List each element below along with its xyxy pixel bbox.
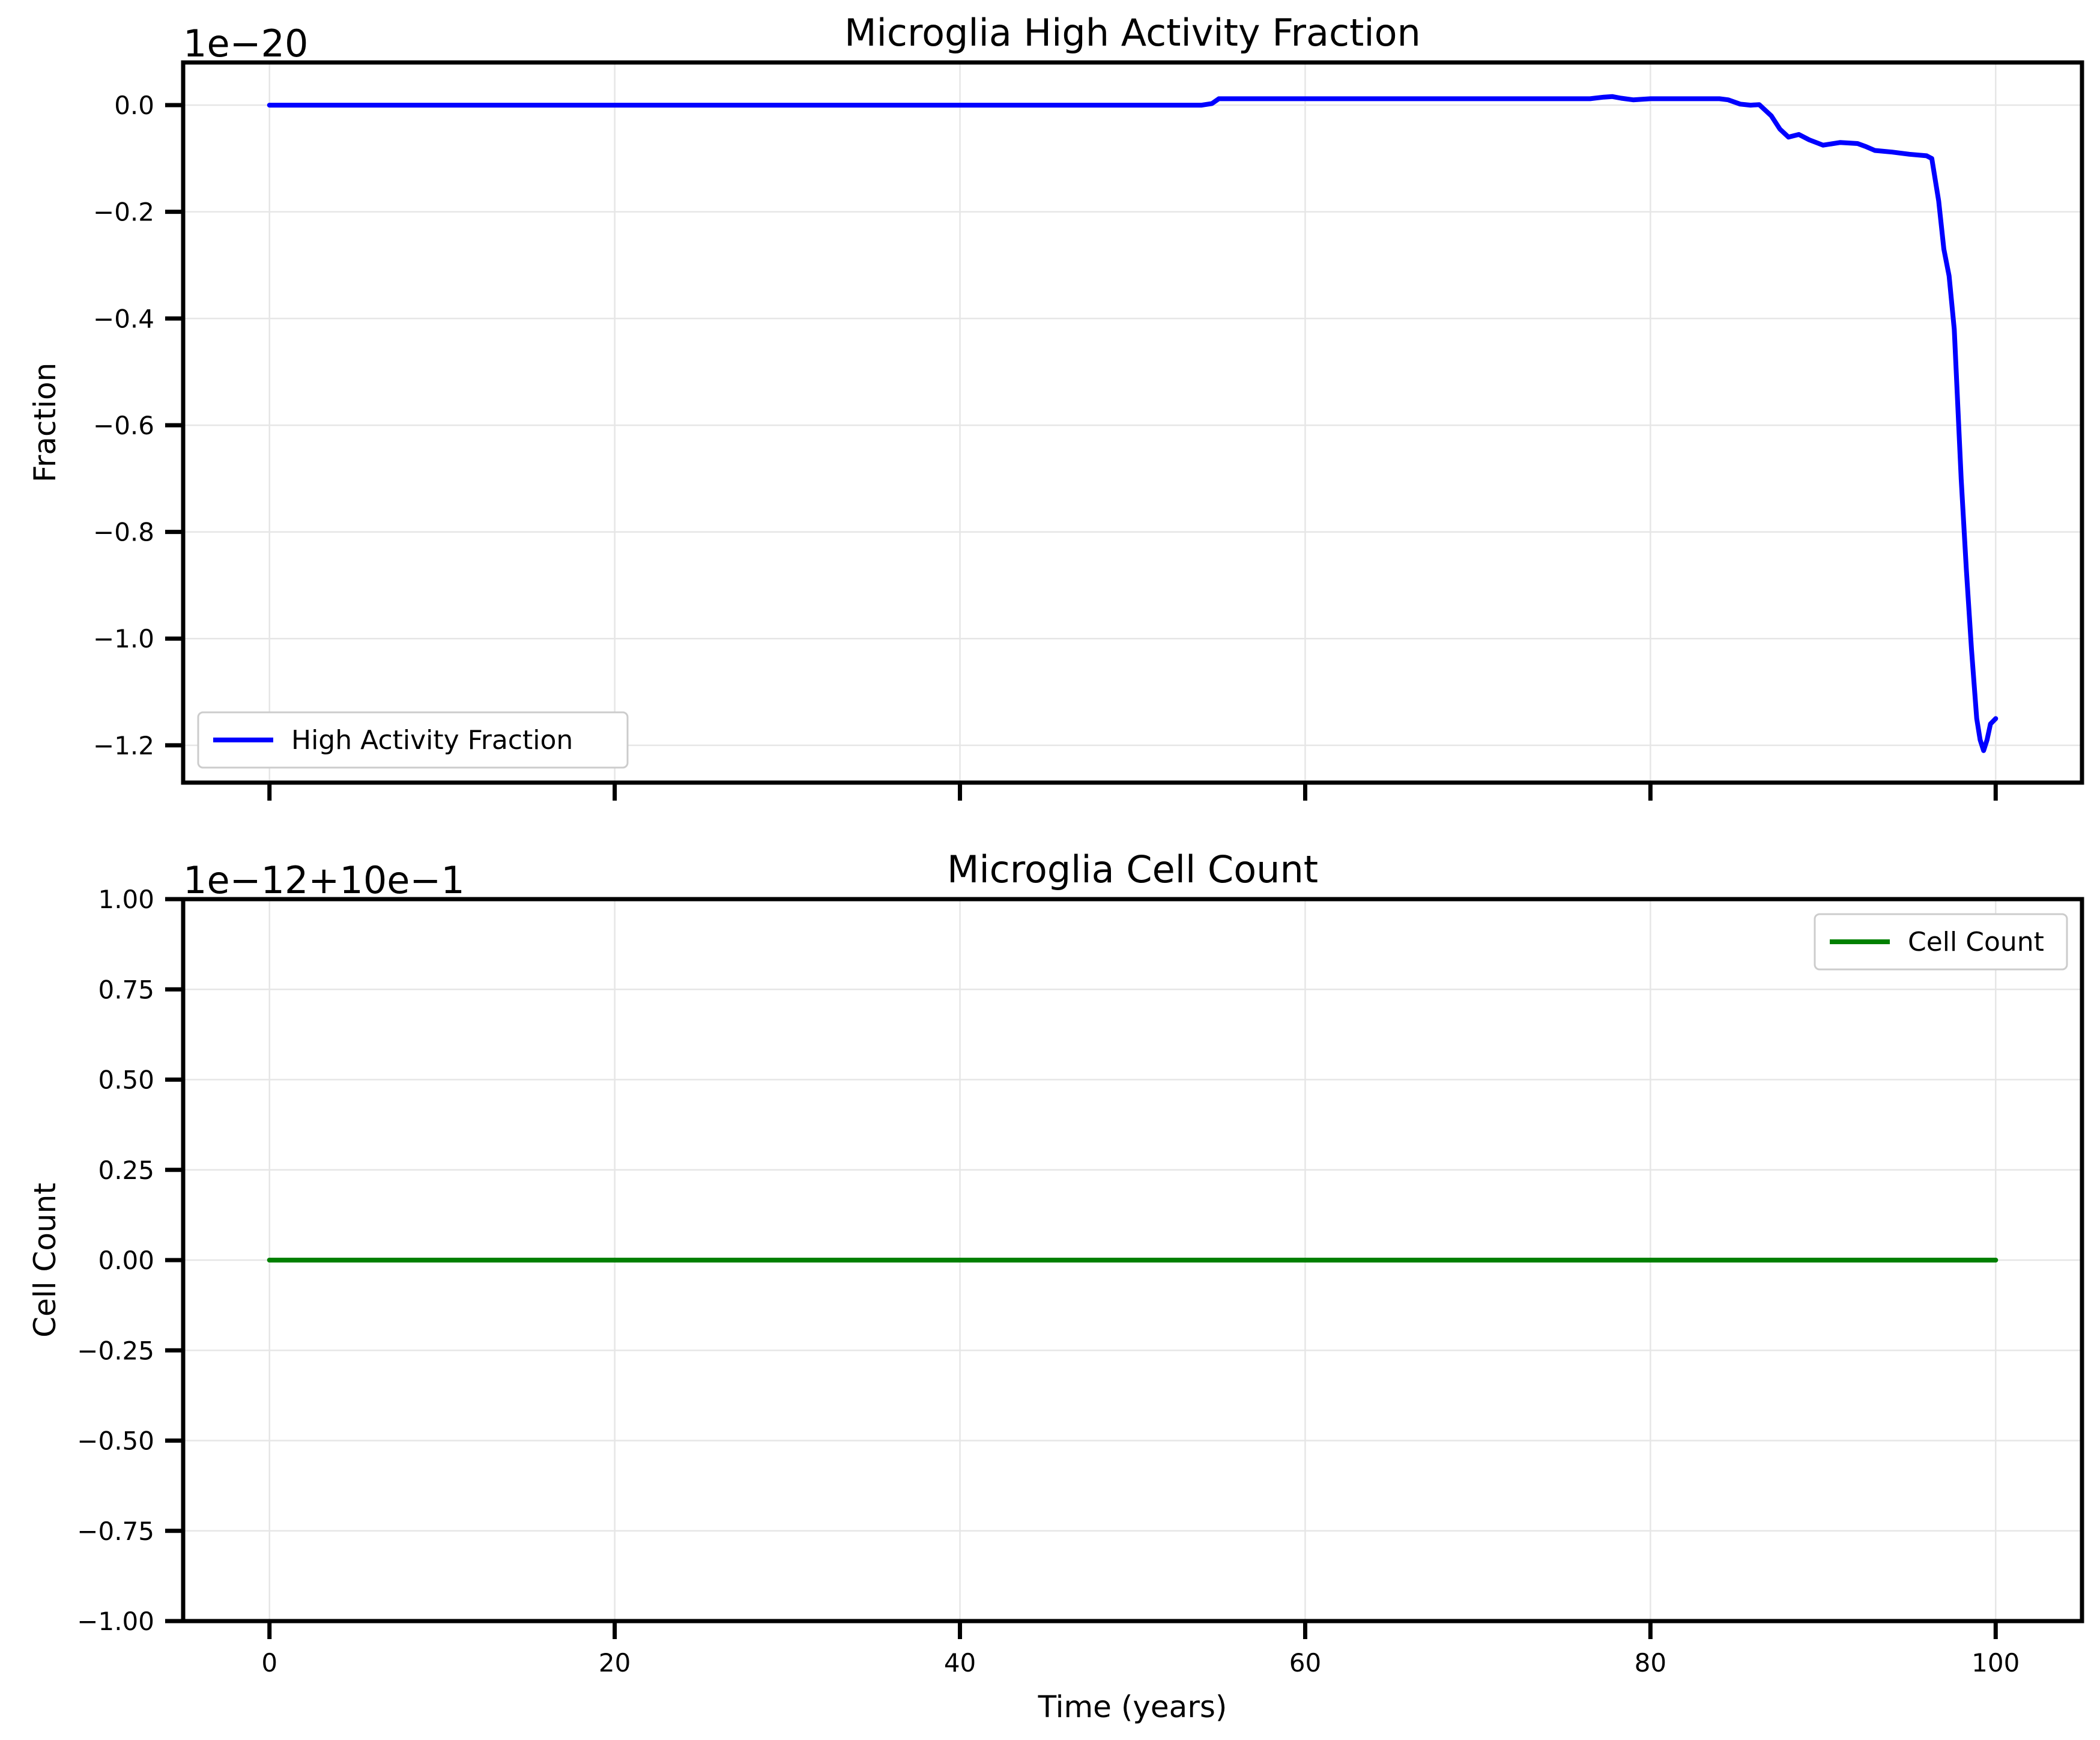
x-tick-label: 80 — [1635, 1648, 1666, 1678]
x-tick-label: 60 — [1289, 1648, 1321, 1678]
y-axis-label: Fraction — [28, 363, 62, 483]
y-tick-label: −1.2 — [93, 731, 154, 760]
legend: Cell Count — [1814, 913, 2068, 971]
ticks: 0 20 40 60 80 100 1.00 0.75 0.50 0.25 0.00 −0.25 −0.… — [77, 885, 2020, 1678]
x-tick-label: 40 — [944, 1648, 976, 1678]
y-tick-label: 0.75 — [98, 975, 154, 1004]
legend-label: Cell Count — [1908, 927, 2044, 957]
x-axis-label: Time (years) — [1038, 1690, 1227, 1724]
panel-high-activity-fraction: 0.0 −0.2 −0.4 −0.6 −0.8 −1.0 −1.2 Microglia Hi… — [28, 11, 2084, 801]
y-tick-label: 0.25 — [98, 1156, 154, 1185]
x-tick-label: 20 — [599, 1648, 631, 1678]
x-tick-label: 100 — [1971, 1648, 2020, 1678]
x-tick-label: 0 — [261, 1648, 277, 1678]
plot-lines — [267, 94, 1999, 753]
y-tick-label: 0.0 — [114, 91, 154, 120]
series-line — [267, 94, 1999, 753]
y-tick-label: −0.2 — [93, 198, 154, 227]
y-tick-label: −1.00 — [77, 1607, 154, 1636]
legend: High Activity Fraction — [197, 711, 629, 769]
y-tick-label: −0.25 — [77, 1336, 154, 1365]
y-tick-label: 0.00 — [98, 1246, 154, 1275]
legend-box — [1814, 913, 2068, 971]
chart-title: Microglia High Activity Fraction — [844, 11, 1421, 55]
y-tick-label: −0.50 — [77, 1426, 154, 1456]
y-offset-text: 1e−12+10e−1 — [183, 858, 465, 902]
chart-title: Microglia Cell Count — [947, 847, 1318, 891]
legend-box — [197, 711, 629, 769]
y-tick-label: −0.75 — [77, 1517, 154, 1546]
y-offset-text: 1e−20 — [183, 22, 308, 65]
y-tick-label: −0.4 — [93, 304, 154, 333]
y-tick-label: 0.50 — [98, 1066, 154, 1095]
ticks: 0.0 −0.2 −0.4 −0.6 −0.8 −1.0 −1.2 — [93, 91, 1998, 801]
y-tick-label: −1.0 — [93, 624, 154, 653]
axes-frame — [181, 60, 2084, 785]
y-tick-label: 1.00 — [98, 885, 154, 914]
y-tick-label: −0.8 — [93, 518, 154, 547]
grid — [183, 62, 2082, 783]
y-axis-label: Cell Count — [28, 1183, 62, 1338]
legend-label: High Activity Fraction — [291, 725, 573, 756]
panel-cell-count: 0 20 40 60 80 100 1.00 0.75 0.50 0.25 0.00 −0.25 −0.… — [28, 847, 2084, 1724]
y-tick-label: −0.6 — [93, 411, 154, 440]
